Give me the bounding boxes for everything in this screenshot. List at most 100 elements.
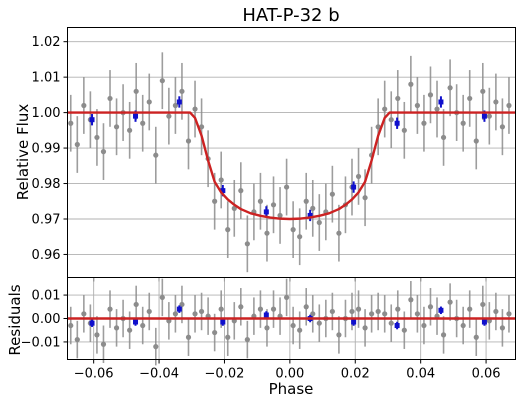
residual-x-tick-label: 0.06 <box>472 367 501 382</box>
residual-raw-point <box>355 306 362 312</box>
residual-raw-point <box>401 327 407 333</box>
residual-raw-point <box>218 306 224 312</box>
flux-raw-point <box>427 92 434 98</box>
residual-x-tick-label: −0.02 <box>205 367 245 382</box>
flux-raw-point <box>238 188 244 194</box>
residual-raw-point <box>408 297 414 303</box>
flux-raw-point <box>113 124 120 130</box>
flux-raw-point <box>100 149 107 155</box>
flux-raw-point <box>336 230 342 236</box>
flux-raw-point <box>127 127 133 133</box>
flux-raw-point <box>192 106 198 112</box>
flux-binned-point <box>220 188 226 194</box>
flux-raw-point <box>408 81 414 87</box>
flux-raw-point <box>270 202 277 208</box>
flux-raw-point <box>290 227 296 233</box>
residual-x-tick-label: 0.04 <box>406 367 435 382</box>
residual-binned-point <box>89 320 95 326</box>
residual-binned-point <box>481 319 487 325</box>
flux-raw-point <box>310 205 316 211</box>
flux-raw-point <box>440 134 447 141</box>
flux-raw-point <box>74 141 80 148</box>
residual-raw-point <box>140 322 146 329</box>
light-curve-gridlines <box>67 41 516 255</box>
flux-raw-point <box>434 106 440 112</box>
flux-raw-point <box>447 85 453 91</box>
light-curve-y-title: Relative Flux <box>14 104 32 201</box>
residual-x-tick-label: −0.06 <box>74 367 114 382</box>
residual-raw-point <box>316 320 322 326</box>
flux-raw-point <box>316 219 322 226</box>
flux-raw-point <box>277 212 283 219</box>
residual-binned-point <box>133 319 139 325</box>
light-curve-panel: 0.96 0.97 0.98 0.99 1.00 1.01 1.02 Relative Fl… <box>14 27 516 282</box>
residual-raw-point <box>107 306 113 312</box>
flux-raw-point <box>297 234 303 240</box>
residual-raw-point <box>100 341 107 347</box>
flux-y-tick-label: 0.98 <box>32 177 61 192</box>
residual-raw-point <box>192 311 198 317</box>
flux-binned-point <box>263 209 269 215</box>
light-curve-binned-points <box>89 96 487 222</box>
flux-raw-point <box>283 184 290 190</box>
flux-y-tick-label: 1.00 <box>32 106 61 121</box>
residual-raw-point <box>94 332 100 338</box>
residual-raw-point <box>68 322 74 329</box>
flux-raw-point <box>140 120 146 126</box>
flux-raw-point <box>467 95 473 102</box>
residual-raw-point <box>179 301 185 308</box>
flux-raw-point <box>486 113 492 119</box>
flux-raw-point <box>395 95 401 102</box>
residual-raw-point <box>153 344 159 350</box>
flux-raw-point <box>172 102 179 109</box>
residual-raw-point <box>133 301 139 308</box>
flux-raw-point <box>506 102 512 109</box>
residual-raw-point <box>447 299 453 305</box>
flux-raw-point <box>414 102 420 109</box>
flux-model-line <box>67 111 516 221</box>
light-curve-ticks: 0.96 0.97 0.98 0.99 1.00 1.01 1.02 <box>32 35 487 282</box>
flux-raw-point <box>185 138 192 144</box>
flux-raw-point <box>225 227 231 233</box>
flux-raw-point <box>81 102 87 109</box>
residual-raw-point <box>303 304 309 310</box>
flux-raw-point <box>355 173 362 180</box>
residual-raw-point <box>349 308 355 315</box>
residual-raw-point <box>185 334 192 340</box>
flux-raw-point <box>107 95 113 102</box>
residual-raw-point <box>159 294 165 301</box>
residual-raw-point <box>81 311 87 317</box>
residual-x-tick-label: 0.02 <box>341 367 370 382</box>
flux-binned-point <box>176 99 182 105</box>
residual-binned-point <box>263 312 269 318</box>
flux-binned-point <box>394 120 400 126</box>
residual-binned-point <box>438 307 444 313</box>
flux-y-tick-label: 1.02 <box>32 35 61 50</box>
flux-raw-point <box>212 198 218 204</box>
flux-raw-point <box>362 195 368 201</box>
flux-raw-point <box>388 117 394 123</box>
residuals-raw-points <box>68 278 512 366</box>
residual-binned-point <box>220 319 226 325</box>
flux-raw-point <box>133 88 139 94</box>
residual-raw-point <box>460 322 466 329</box>
flux-raw-point <box>421 120 427 126</box>
flux-raw-point <box>179 88 185 94</box>
residual-raw-point <box>146 308 152 315</box>
residual-raw-point <box>264 325 270 331</box>
flux-raw-point <box>382 106 388 112</box>
residual-raw-point <box>499 325 506 331</box>
flux-binned-point <box>481 113 487 119</box>
residual-raw-point <box>310 311 316 317</box>
residual-y-tick-label: −0.01 <box>21 335 61 350</box>
residual-raw-point <box>257 306 264 312</box>
flux-raw-point <box>460 120 466 126</box>
flux-binned-point <box>438 99 444 105</box>
residual-raw-point <box>244 336 250 343</box>
flux-raw-point <box>166 113 172 119</box>
residual-x-tick-label: 0.00 <box>275 367 304 382</box>
flux-y-tick-label: 0.97 <box>32 212 61 227</box>
residual-raw-point <box>362 325 368 331</box>
residual-raw-point <box>388 320 394 326</box>
flux-raw-point <box>159 78 165 84</box>
